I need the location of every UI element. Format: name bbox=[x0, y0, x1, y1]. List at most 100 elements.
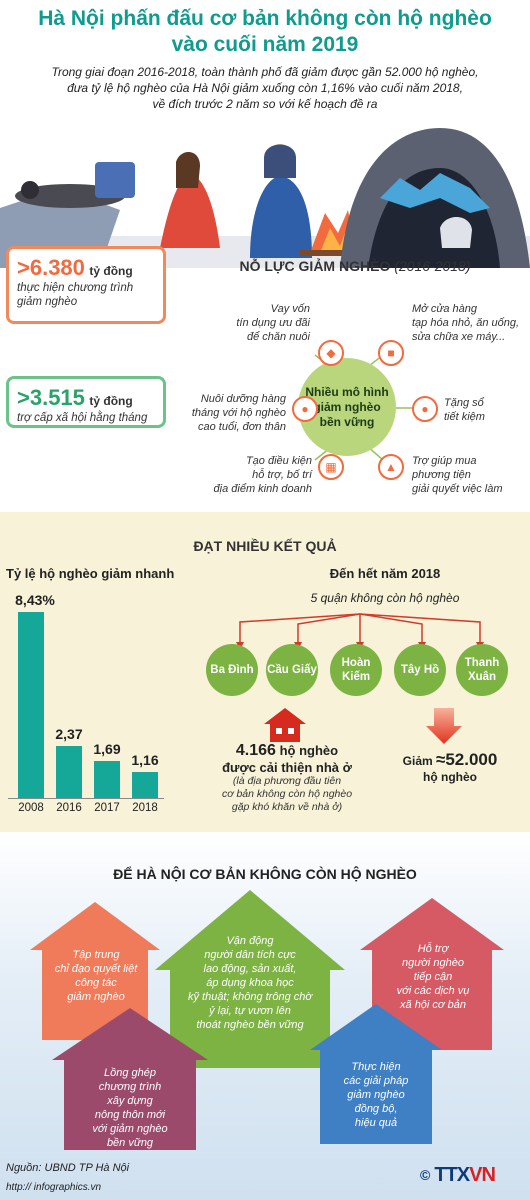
chart-bar-2018 bbox=[132, 772, 158, 798]
house-text-line: người nghèo bbox=[402, 957, 464, 969]
house-text-line: chỉ đạo quyết liệt bbox=[54, 963, 138, 975]
solution-house-5-text: Thực hiện các giải pháp giảm nghèo đồng … bbox=[324, 1060, 428, 1130]
effort-item-line: Tạo điều kiện bbox=[245, 455, 312, 467]
house-text-line: thoát nghèo bền vững bbox=[196, 1019, 304, 1031]
effort-item-loan: Vay vốn tín dụng ưu đãi để chăn nuôi bbox=[200, 302, 310, 344]
chart-category-label: 2008 bbox=[18, 802, 44, 814]
chart-bar-2008 bbox=[18, 612, 44, 798]
stat-value: >3.515 bbox=[17, 385, 85, 410]
chart-category-label: 2016 bbox=[56, 802, 82, 814]
district-label: Hoàn bbox=[341, 657, 371, 669]
effort-item-business-site: Tạo điều kiện hỗ trợ, bố trí địa điểm ki… bbox=[192, 454, 312, 496]
stat-desc: giảm nghèo bbox=[17, 296, 78, 308]
effort-item-savings: Tặng sổ tiết kiệm bbox=[444, 396, 530, 424]
solution-house-3-text: Hỗ trợ người nghèo tiếp cận với các dịch… bbox=[378, 942, 488, 1012]
solutions-title: ĐỂ HÀ NỘI CƠ BẢN KHÔNG CÒN HỘ NGHÈO bbox=[113, 866, 417, 882]
stat-box-social-allowance: >3.515 tỷ đồng trợ cấp xã hội hằng tháng bbox=[6, 376, 166, 428]
house-unit: hộ nghèo bbox=[279, 743, 339, 758]
stat-value: >6.380 bbox=[17, 255, 85, 280]
chart-value-label: 2,37 bbox=[55, 726, 83, 742]
solution-house-1-text: Tập trung chỉ đạo quyết liệt công tác gi… bbox=[50, 948, 142, 1004]
district-label: Ba Đình bbox=[210, 664, 254, 676]
effort-item-line: Trợ giúp mua bbox=[412, 455, 477, 467]
district-hoan-kiem: Hoàn Kiếm bbox=[330, 644, 382, 696]
solution-houses bbox=[30, 890, 504, 1150]
house-text-line: nông thôn mới bbox=[94, 1109, 166, 1121]
house-text-line: giảm nghèo bbox=[347, 1089, 405, 1101]
house-line: được cải thiện nhà ở bbox=[222, 760, 352, 775]
title-line-2: vào cuối năm 2019 bbox=[171, 33, 359, 56]
year-title: Đến hết năm 2018 bbox=[329, 566, 441, 581]
house-text-line: xã hội cơ bản bbox=[400, 999, 466, 1011]
house-text-line: Lồng ghép bbox=[104, 1067, 156, 1079]
house-text-line: ỷ lại, tự vươn lên bbox=[209, 1005, 291, 1017]
effort-item-line: cao tuổi, đơn thân bbox=[198, 421, 286, 433]
effort-item-line: giải quyết việc làm bbox=[412, 483, 503, 495]
house-value: 4.166 bbox=[235, 742, 276, 759]
title-line-1: Hà Nội phấn đấu cơ bản không còn hộ nghè… bbox=[38, 7, 492, 30]
effort-item-line: để chăn nuôi bbox=[247, 331, 310, 343]
house-text-line: kỹ thuật; không trông chờ bbox=[187, 991, 313, 1003]
stat-unit: tỷ đồng bbox=[89, 264, 133, 278]
drop-unit: hộ nghèo bbox=[423, 770, 477, 784]
chart-value-label: 1,69 bbox=[93, 741, 121, 757]
district-label: Thanh bbox=[464, 657, 500, 669]
stat-box-program-funding: >6.380 tỷ đồng thực hiện chương trình gi… bbox=[6, 246, 166, 324]
effort-item-line: Nuôi dưỡng hàng bbox=[200, 393, 286, 405]
effort-hub-circle: Nhiều mô hình giảm nghèo bền vững bbox=[298, 358, 396, 456]
effort-item-line: tiết kiệm bbox=[444, 411, 485, 423]
page-title: Hà Nội phấn đấu cơ bản không còn hộ nghè… bbox=[0, 6, 530, 58]
drop-value: ≈52.000 bbox=[436, 750, 498, 769]
house-note: (là địa phương đầu tiên bbox=[232, 775, 342, 787]
website-link[interactable]: http:// infographics.vn bbox=[6, 1182, 102, 1193]
chart-category-label: 2017 bbox=[94, 802, 120, 814]
solution-house-2-text: Vận động người dân tích cực lao động, sả… bbox=[172, 934, 328, 1032]
results-title: ĐẠT NHIỀU KẾT QUẢ bbox=[193, 538, 337, 554]
effort-item-line: tín dụng ưu đãi bbox=[236, 317, 310, 329]
district-label: Tây Hồ bbox=[400, 664, 440, 676]
shop-icon: ■ bbox=[378, 340, 404, 366]
building-icon: ▦ bbox=[318, 454, 344, 480]
district-cau-giay: Cầu Giấy bbox=[266, 644, 318, 696]
copyright-icon: © bbox=[420, 1167, 431, 1183]
district-subtitle: 5 quận không còn hộ nghèo bbox=[310, 591, 460, 605]
effort-item-line: Tặng sổ bbox=[444, 397, 484, 409]
poverty-rate-bar-chart: 8,43% 2008 2,37 2016 1,69 2017 1,16 2018 bbox=[0, 586, 180, 816]
vehicle-icon: ▲ bbox=[378, 454, 404, 480]
intro-line: Trong giai đoạn 2016-2018, toàn thành ph… bbox=[51, 65, 479, 79]
district-label: Kiếm bbox=[341, 671, 371, 683]
district-label: Xuân bbox=[467, 671, 497, 683]
house-text-line: Hỗ trợ bbox=[417, 943, 449, 955]
effort-item-line: Mở cửa hàng bbox=[412, 303, 477, 315]
down-arrow-icon bbox=[426, 708, 462, 744]
solution-house-4-text: Lồng ghép chương trình xây dựng nông thô… bbox=[70, 1066, 190, 1150]
effort-item-line: phương tiện bbox=[412, 469, 471, 481]
effort-item-line: Vay vốn bbox=[270, 303, 310, 315]
house-text-line: lao động, sản xuất, bbox=[203, 963, 297, 975]
logo-text-b: VN bbox=[469, 1163, 496, 1186]
intro-text: Trong giai đoạn 2016-2018, toàn thành ph… bbox=[20, 64, 510, 112]
stat-unit: tỷ đồng bbox=[89, 394, 133, 408]
house-text-line: Vận động bbox=[226, 935, 274, 947]
hub-line: Nhiều mô hình bbox=[305, 384, 389, 399]
stat-desc: trợ cấp xã hội hằng tháng bbox=[17, 412, 148, 424]
effort-period: (2016-2018) bbox=[394, 258, 471, 274]
stat-desc: thực hiện chương trình bbox=[17, 282, 134, 294]
drop-prefix: Giảm bbox=[402, 754, 433, 768]
effort-item-elder-care: Nuôi dưỡng hàng tháng với hộ nghèo cao t… bbox=[186, 392, 286, 434]
chart-bar-2016 bbox=[56, 746, 82, 798]
house-text-line: bền vững bbox=[106, 1137, 154, 1149]
house-text-line: các giải pháp bbox=[343, 1075, 409, 1087]
effort-item-line: địa điểm kinh doanh bbox=[213, 483, 312, 495]
hub-line: bền vững bbox=[319, 414, 375, 429]
house-improvement-stat: 4.166 hộ nghèo được cải thiện nhà ở (là … bbox=[212, 742, 362, 814]
effort-item-line: hỗ trợ, bố trí bbox=[252, 469, 312, 481]
effort-item-shop: Mở cửa hàng tạp hóa nhỏ, ăn uống, sửa ch… bbox=[412, 302, 530, 344]
hub-line: giảm nghèo bbox=[313, 399, 381, 414]
effort-title-text: NỖ LỰC GIẢM NGHÈO bbox=[239, 258, 391, 274]
house-icon bbox=[264, 708, 306, 742]
chart-title: Tỷ lệ hộ nghèo giảm nhanh bbox=[6, 566, 175, 581]
district-arrows bbox=[236, 613, 484, 650]
house-note: cơ bản không còn hộ nghèo bbox=[221, 788, 353, 800]
effort-item-vehicle: Trợ giúp mua phương tiện giải quyết việc… bbox=[412, 454, 530, 496]
